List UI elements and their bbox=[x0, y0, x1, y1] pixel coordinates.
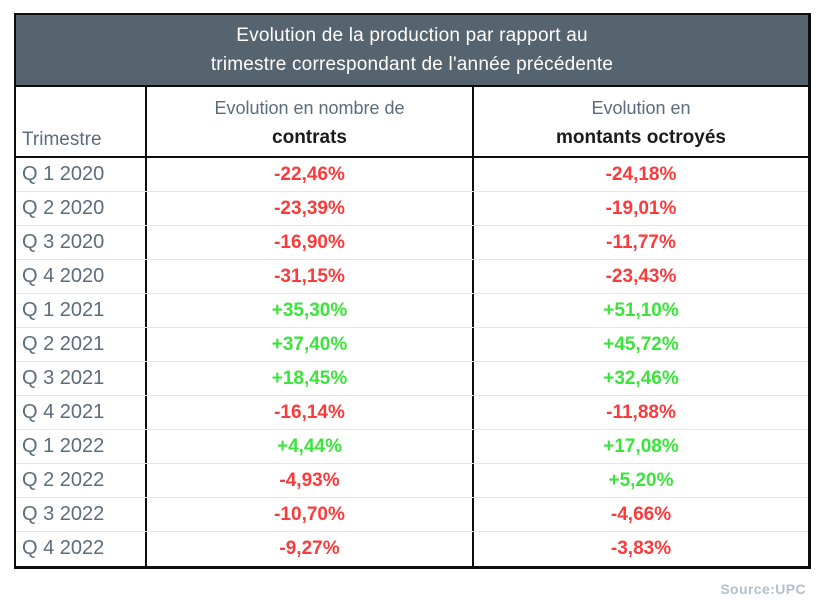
cell-trimestre: Q 2 2021 bbox=[22, 333, 105, 355]
cell-montants: +17,08% bbox=[472, 430, 808, 463]
table-title-line1: Evolution de la production par rapport a… bbox=[236, 25, 588, 46]
header-montants: Evolution en montants octroyés bbox=[472, 87, 808, 156]
cell-contrats: +4,44% bbox=[145, 430, 472, 463]
table-row: Q 2 2022 -4,93% +5,20% bbox=[16, 464, 808, 498]
header-trimestre-label: Trimestre bbox=[22, 129, 102, 150]
cell-contrats: +37,40% bbox=[145, 328, 472, 361]
cell-contrats: -23,39% bbox=[145, 192, 472, 225]
table-row: Q 1 2020 -22,46% -24,18% bbox=[16, 158, 808, 192]
table-row: Q 4 2021 -16,14% -11,88% bbox=[16, 396, 808, 430]
cell-montants: +32,46% bbox=[472, 362, 808, 395]
table-row: Q 2 2021 +37,40% +45,72% bbox=[16, 328, 808, 362]
cell-contrats: -16,14% bbox=[145, 396, 472, 429]
cell-montants: -3,83% bbox=[472, 532, 808, 566]
production-table: Evolution de la production par rapport a… bbox=[14, 13, 811, 569]
cell-contrats: -4,93% bbox=[145, 464, 472, 497]
table-row: Q 3 2022 -10,70% -4,66% bbox=[16, 498, 808, 532]
cell-montants: +45,72% bbox=[472, 328, 808, 361]
table-row: Q 4 2020 -31,15% -23,43% bbox=[16, 260, 808, 294]
cell-trimestre: Q 2 2020 bbox=[22, 197, 105, 219]
cell-montants: +51,10% bbox=[472, 294, 808, 327]
table-row: Q 3 2020 -16,90% -11,77% bbox=[16, 226, 808, 260]
header-contrats: Evolution en nombre de contrats bbox=[145, 87, 472, 156]
cell-contrats: +35,30% bbox=[145, 294, 472, 327]
header-trimestre: Trimestre bbox=[16, 87, 145, 156]
table-row: Q 1 2021 +35,30% +51,10% bbox=[16, 294, 808, 328]
table-row: Q 4 2022 -9,27% -3,83% bbox=[16, 532, 808, 566]
cell-contrats: -10,70% bbox=[145, 498, 472, 531]
cell-trimestre: Q 3 2020 bbox=[22, 231, 105, 253]
cell-trimestre: Q 1 2022 bbox=[22, 435, 105, 457]
cell-montants: -11,88% bbox=[472, 396, 808, 429]
cell-contrats: -22,46% bbox=[145, 158, 472, 191]
cell-trimestre: Q 1 2020 bbox=[22, 163, 105, 185]
cell-montants: -4,66% bbox=[472, 498, 808, 531]
table-row: Q 3 2021 +18,45% +32,46% bbox=[16, 362, 808, 396]
cell-montants: -23,43% bbox=[472, 260, 808, 293]
cell-trimestre: Q 1 2021 bbox=[22, 299, 105, 321]
cell-trimestre: Q 3 2022 bbox=[22, 503, 105, 525]
header-montants-line2: montants octroyés bbox=[556, 127, 726, 148]
table-title-line2: trimestre correspondant de l'année précé… bbox=[210, 54, 614, 75]
source-credit: Source:UPC bbox=[720, 581, 806, 597]
cell-trimestre: Q 2 2022 bbox=[22, 469, 105, 491]
cell-trimestre: Q 3 2021 bbox=[22, 367, 105, 389]
table-row: Q 2 2020 -23,39% -19,01% bbox=[16, 192, 808, 226]
cell-contrats: -9,27% bbox=[145, 532, 472, 566]
cell-montants: -11,77% bbox=[472, 226, 808, 259]
cell-montants: -24,18% bbox=[472, 158, 808, 191]
header-contrats-line2: contrats bbox=[272, 127, 347, 148]
table-row: Q 1 2022 +4,44% +17,08% bbox=[16, 430, 808, 464]
cell-contrats: -16,90% bbox=[145, 226, 472, 259]
cell-contrats: +18,45% bbox=[145, 362, 472, 395]
table-body: Q 1 2020 -22,46% -24,18% Q 2 2020 -23,39… bbox=[16, 158, 808, 566]
cell-montants: -19,01% bbox=[472, 192, 808, 225]
cell-montants: +5,20% bbox=[472, 464, 808, 497]
table-title-bar: Evolution de la production par rapport a… bbox=[16, 15, 808, 87]
table-header-row: Trimestre Evolution en nombre de contrat… bbox=[16, 87, 808, 158]
cell-contrats: -31,15% bbox=[145, 260, 472, 293]
header-contrats-line1: Evolution en nombre de bbox=[214, 98, 405, 118]
cell-trimestre: Q 4 2022 bbox=[22, 537, 105, 559]
header-montants-line1: Evolution en bbox=[591, 98, 691, 118]
cell-trimestre: Q 4 2020 bbox=[22, 265, 105, 287]
cell-trimestre: Q 4 2021 bbox=[22, 401, 105, 423]
